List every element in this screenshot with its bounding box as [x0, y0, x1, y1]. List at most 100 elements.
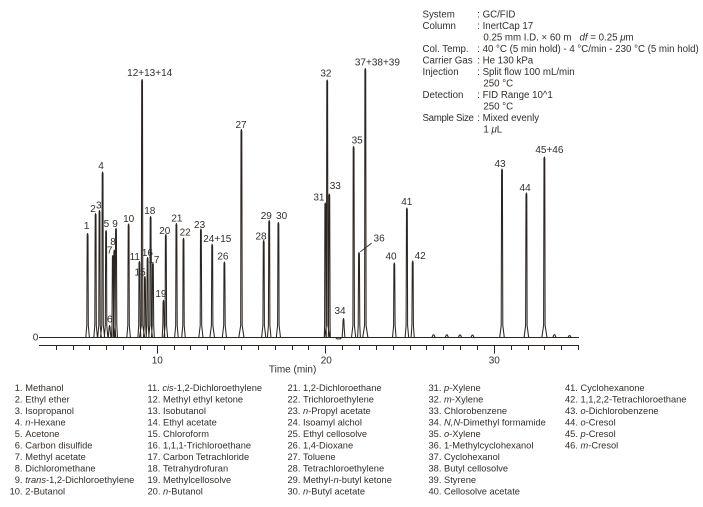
svg-text:Carbon disulfide: Carbon disulfide: [25, 440, 92, 450]
svg-text:30. n-Butyl acetate: 30. n-Butyl acetate: [288, 486, 366, 496]
svg-text:21: 21: [171, 213, 183, 224]
svg-text:31: 31: [313, 193, 325, 204]
svg-text:30: 30: [276, 211, 288, 222]
svg-text:: Split flow 100 mL/min: : Split flow 100 mL/min: [477, 67, 574, 78]
svg-text:44. o-Cresol: 44. o-Cresol: [565, 417, 616, 427]
svg-text:8: 8: [110, 237, 116, 248]
svg-text:1 μL: 1 μL: [483, 125, 502, 136]
svg-text:3.: 3.: [15, 406, 23, 416]
svg-text:41: 41: [401, 197, 413, 208]
svg-text:32: 32: [320, 69, 332, 80]
svg-text:n-Hexane: n-Hexane: [25, 417, 65, 427]
svg-text:8.: 8.: [15, 463, 23, 473]
svg-text:: FID Range 10^1: : FID Range 10^1: [477, 90, 553, 101]
svg-text:26. 1,4-Dioxane: 26. 1,4-Dioxane: [288, 440, 354, 450]
svg-text:35. o-Xylene: 35. o-Xylene: [429, 429, 481, 439]
svg-text:25. Ethyl cellosolve: 25. Ethyl cellosolve: [288, 429, 368, 439]
svg-text:Acetone: Acetone: [25, 429, 59, 439]
svg-text:0: 0: [33, 333, 39, 344]
svg-text:Methanol: Methanol: [25, 383, 63, 393]
svg-text:1.: 1.: [15, 383, 23, 393]
svg-text:4: 4: [98, 161, 104, 172]
svg-text:: GC/FID: : GC/FID: [477, 10, 515, 21]
svg-text:31. p-Xylene: 31. p-Xylene: [429, 383, 481, 393]
svg-text:2: 2: [90, 204, 96, 215]
svg-text:Sample Size: Sample Size: [423, 113, 474, 124]
svg-text:11. cis-1,2-Dichloroethylene: 11. cis-1,2-Dichloroethylene: [148, 383, 263, 393]
svg-text:Injection: Injection: [423, 67, 459, 78]
svg-text:2.: 2.: [15, 394, 23, 404]
svg-text:Ethyl ether: Ethyl ether: [25, 394, 69, 404]
svg-text:27: 27: [235, 120, 247, 131]
svg-text:27. Toluene: 27. Toluene: [288, 452, 336, 462]
svg-text:18: 18: [144, 206, 156, 217]
svg-text:43. o-Dichlorobenzene: 43. o-Dichlorobenzene: [565, 406, 659, 416]
svg-text:2-Butanol: 2-Butanol: [25, 486, 65, 496]
svg-text:System: System: [423, 10, 455, 21]
svg-text:10: 10: [123, 214, 135, 225]
svg-text:20. n-Butanol: 20. n-Butanol: [148, 486, 203, 496]
svg-text:17. Carbon Tetrachloride: 17. Carbon Tetrachloride: [148, 452, 250, 462]
svg-text:45+46: 45+46: [535, 145, 564, 156]
svg-text:23: 23: [194, 220, 206, 231]
svg-text:21. 1,2-Dichloroethane: 21. 1,2-Dichloroethane: [288, 383, 382, 393]
svg-text:: He 130 kPa: : He 130 kPa: [477, 56, 534, 67]
svg-text:16. 1,1,1-Trichloroethane: 16. 1,1,1-Trichloroethane: [148, 440, 252, 450]
svg-text:22. Trichloroethylene: 22. Trichloroethylene: [288, 394, 374, 404]
svg-text:trans-1,2-Dichloroethylene: trans-1,2-Dichloroethylene: [25, 475, 134, 485]
svg-text:43: 43: [494, 159, 506, 170]
svg-text:: Mixed evenly: : Mixed evenly: [477, 113, 539, 124]
svg-text:40. Cellosolve acetate: 40. Cellosolve acetate: [429, 486, 520, 496]
svg-text:Carrier Gas: Carrier Gas: [423, 56, 473, 67]
svg-text:28: 28: [255, 232, 267, 243]
svg-text:32. m-Xylene: 32. m-Xylene: [429, 394, 484, 404]
svg-text:28. Tetrachloroethylene: 28. Tetrachloroethylene: [288, 463, 385, 473]
svg-text:14. Ethyl acetate: 14. Ethyl acetate: [148, 417, 217, 427]
svg-text:1: 1: [84, 221, 90, 232]
svg-text:15: 15: [135, 268, 147, 279]
svg-text:29: 29: [261, 211, 273, 222]
svg-text:10: 10: [152, 355, 164, 366]
svg-text:37. Cyclohexanol: 37. Cyclohexanol: [429, 452, 500, 462]
svg-text:Detection: Detection: [423, 90, 464, 101]
svg-text:Dichloromethane: Dichloromethane: [25, 463, 95, 473]
svg-text:7.: 7.: [15, 452, 23, 462]
svg-text:250 °C: 250 °C: [483, 102, 513, 113]
svg-text:46. m-Cresol: 46. m-Cresol: [565, 440, 618, 450]
svg-text:4.: 4.: [15, 417, 23, 427]
svg-text:Column: Column: [423, 21, 456, 32]
svg-text:19: 19: [155, 289, 167, 300]
svg-text:9.: 9.: [15, 475, 23, 485]
svg-text:19. Methylcellosolve: 19. Methylcellosolve: [148, 475, 232, 485]
svg-text:29. Methyl-n-butyl ketone: 29. Methyl-n-butyl ketone: [288, 475, 392, 485]
svg-text:250 °C: 250 °C: [483, 79, 513, 90]
svg-text:6.: 6.: [15, 440, 23, 450]
svg-text:24+15: 24+15: [203, 234, 232, 245]
svg-text:12+13+14: 12+13+14: [127, 68, 172, 79]
svg-text:6: 6: [107, 315, 113, 326]
svg-text:16: 16: [142, 248, 154, 259]
svg-text:5: 5: [104, 219, 110, 230]
svg-text:: 40 °C (5 min hold) - 4 °C/mi: : 40 °C (5 min hold) - 4 °C/min - 230 °C…: [477, 44, 699, 55]
svg-text:23. n-Propyl acetate: 23. n-Propyl acetate: [288, 406, 371, 416]
svg-text:Methyl acetate: Methyl acetate: [25, 452, 85, 462]
svg-text:9: 9: [112, 219, 118, 230]
svg-text:20: 20: [159, 226, 171, 237]
svg-text:15. Chloroform: 15. Chloroform: [148, 429, 210, 439]
svg-text:26: 26: [217, 252, 229, 263]
svg-text:33. Chlorobenzene: 33. Chlorobenzene: [429, 406, 508, 416]
svg-text:20: 20: [321, 355, 333, 366]
svg-text:45. p-Cresol: 45. p-Cresol: [565, 429, 616, 439]
svg-text:11: 11: [130, 252, 141, 263]
svg-text:42: 42: [415, 251, 427, 262]
svg-text:33: 33: [330, 181, 342, 192]
svg-text:3: 3: [96, 201, 102, 212]
svg-text:0.25 mm I.D. × 60 m df = 0.2: 0.25 mm I.D. × 60 m df = 0.25 μm: [483, 33, 633, 44]
svg-text:34. N,N-Dimethyl formamide: 34. N,N-Dimethyl formamide: [429, 417, 546, 427]
svg-text:10.: 10.: [10, 486, 23, 496]
svg-text:34: 34: [334, 306, 346, 317]
svg-text:Col. Temp.: Col. Temp.: [423, 44, 469, 55]
svg-text:42. 1,1,2,2-Tetrachloroethane: 42. 1,1,2,2-Tetrachloroethane: [565, 394, 686, 404]
svg-text:: InertCap 17: : InertCap 17: [477, 21, 533, 32]
svg-text:17: 17: [148, 255, 160, 266]
